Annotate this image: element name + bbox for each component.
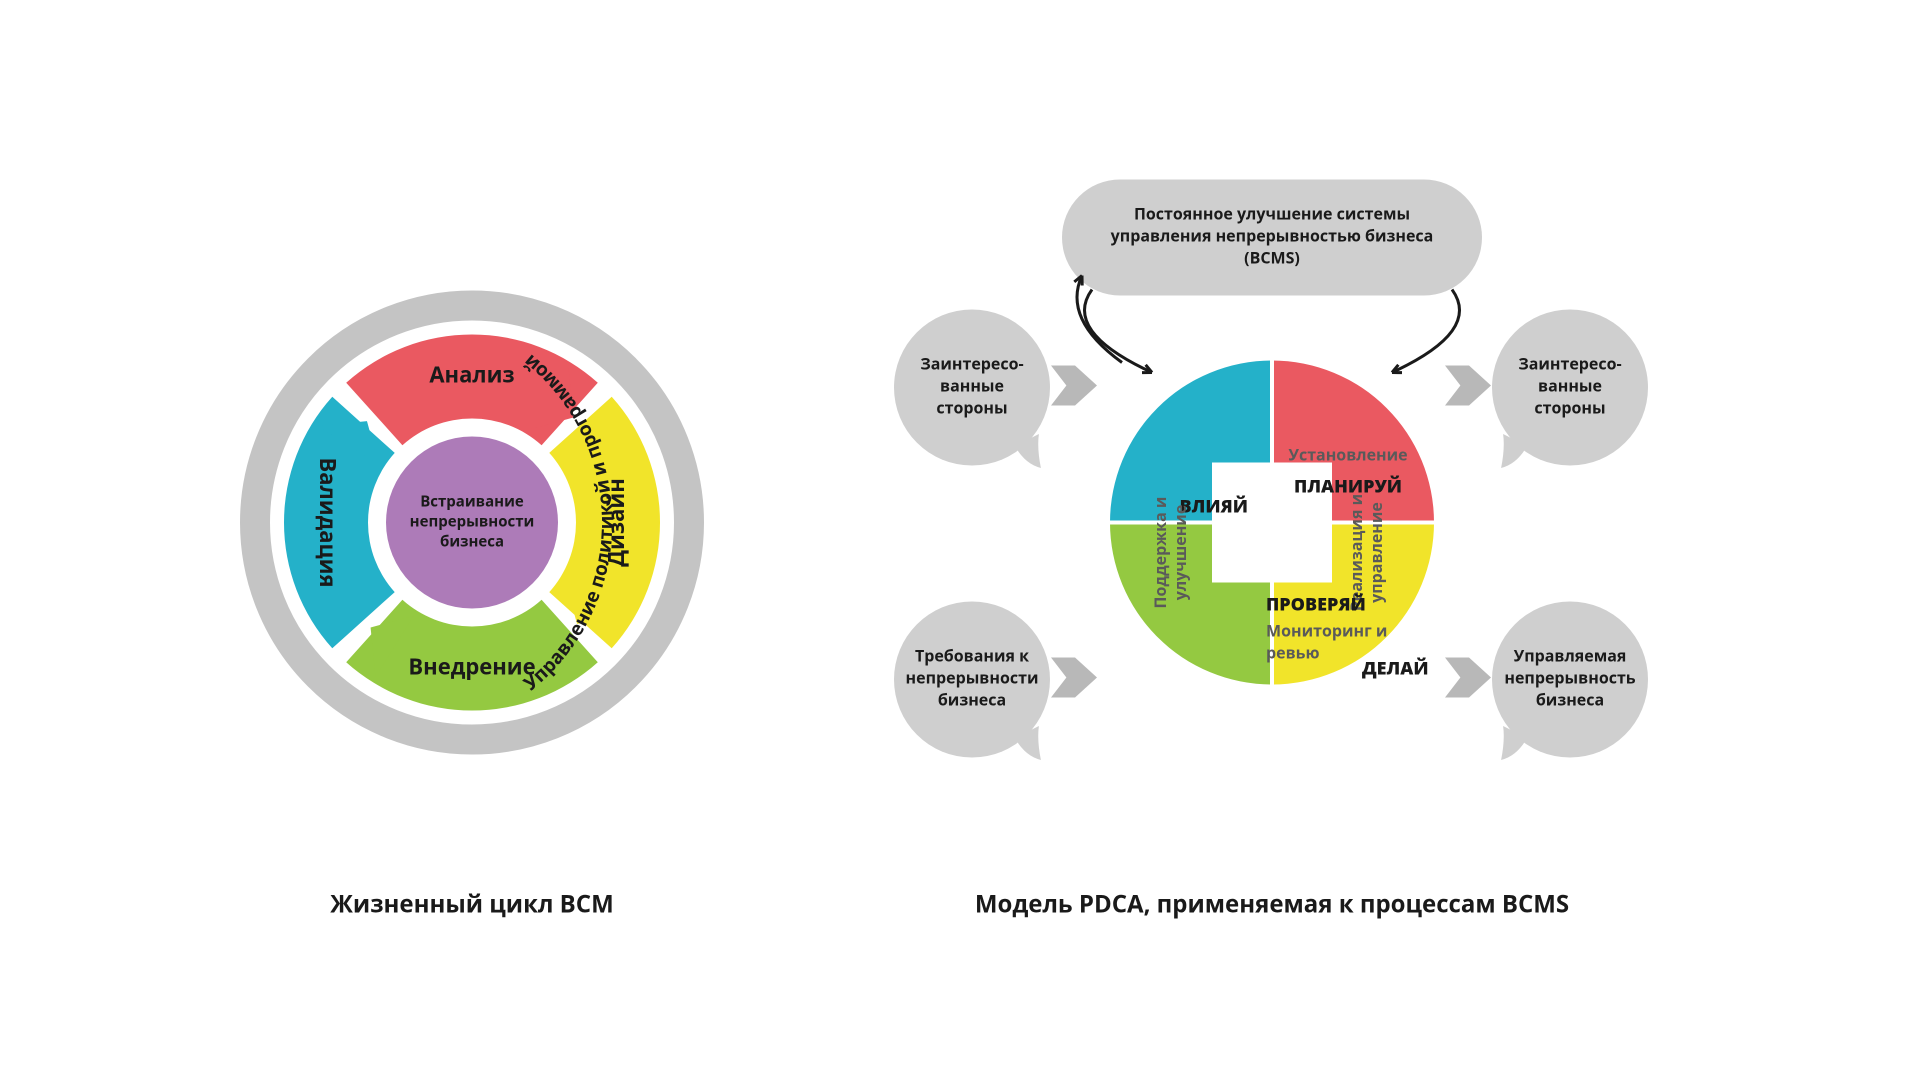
svg-text:улучшение: улучшение bbox=[1169, 505, 1191, 601]
pdca-heading: ДЕЛАЙ bbox=[1362, 657, 1429, 681]
svg-text:Мониторинг и: Мониторинг и bbox=[1266, 620, 1387, 642]
caption-left: Жизненный цикл BCM bbox=[292, 888, 652, 921]
side-bubble-text: Управляемая bbox=[1514, 645, 1627, 667]
pdca-diagram: УстановлениеПЛАНИРУЙРеализация иуправлен… bbox=[894, 180, 1648, 761]
top-bubble-text: управления непрерывностью бизнеса bbox=[1111, 225, 1434, 247]
svg-text:Поддержка и: Поддержка и bbox=[1149, 497, 1171, 609]
center-text: Встраивание bbox=[420, 492, 524, 512]
side-bubble-text: стороны bbox=[1534, 397, 1605, 419]
segment-label: Внедрение bbox=[408, 651, 535, 681]
side-bubble-text: ванные bbox=[1538, 375, 1602, 397]
side-bubble-text: бизнеса bbox=[938, 689, 1006, 711]
svg-text:управление: управление bbox=[1365, 502, 1387, 603]
side-bubble-text: Заинтересо- bbox=[1518, 353, 1621, 375]
svg-text:ревью: ревью bbox=[1266, 642, 1320, 664]
pdca-sub: Установление bbox=[1288, 444, 1407, 466]
pdca-quadrant-ПРОВЕРЯЙ bbox=[1110, 523, 1272, 685]
block-arrow bbox=[1445, 658, 1491, 698]
block-arrow bbox=[1445, 366, 1491, 406]
side-bubble-text: ванные bbox=[940, 375, 1004, 397]
side-bubble-text: бизнеса bbox=[1536, 689, 1604, 711]
top-bubble-text: (BCMS) bbox=[1244, 247, 1300, 269]
curve-arrow-right bbox=[1392, 290, 1460, 373]
segment-label: Анализ bbox=[429, 359, 514, 389]
side-bubble-text: стороны bbox=[936, 397, 1007, 419]
caption-right: Модель PDCA, применяемая к процессам BCM… bbox=[952, 888, 1592, 921]
center-text: непрерывности bbox=[410, 512, 535, 532]
side-bubble-text: Заинтересо- bbox=[920, 353, 1023, 375]
pdca-heading: ПРОВЕРЯЙ bbox=[1266, 593, 1366, 617]
side-bubble-text: непрерывность bbox=[1504, 667, 1635, 689]
block-arrow bbox=[1051, 366, 1097, 406]
block-arrow bbox=[1051, 658, 1097, 698]
side-bubble-text: непрерывности bbox=[906, 667, 1039, 689]
center-text: бизнеса bbox=[440, 532, 504, 552]
side-bubble-text: Требования к bbox=[915, 645, 1029, 667]
bcm-lifecycle-diagram: ВстраиваниенепрерывностибизнесаАнализДиз… bbox=[255, 306, 689, 740]
top-bubble-text: Постоянное улучшение системы bbox=[1134, 203, 1410, 225]
segment-label: Валидация bbox=[313, 457, 343, 587]
